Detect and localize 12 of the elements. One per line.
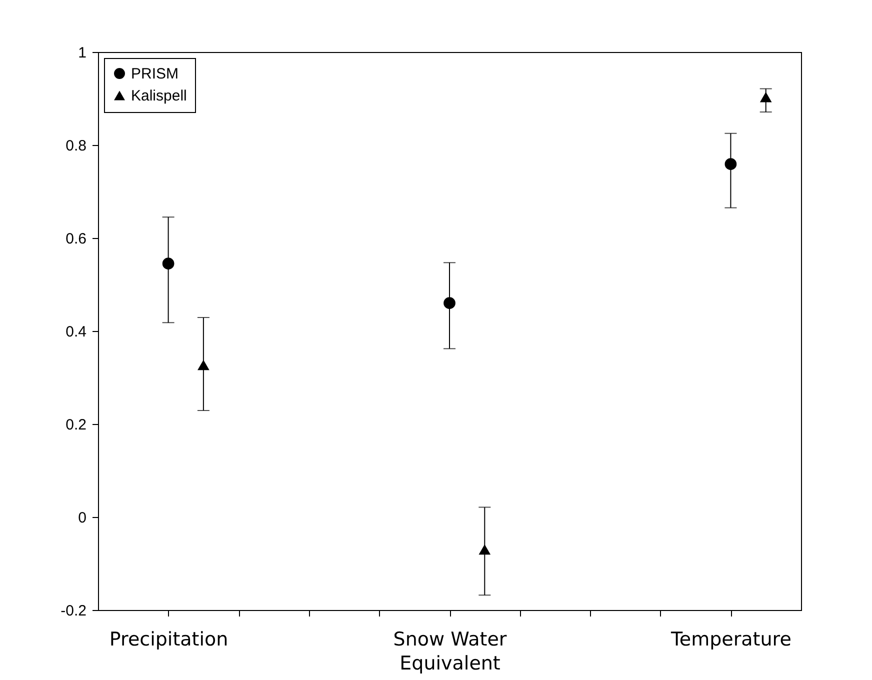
y-tick-label: 0.2 [66, 416, 86, 434]
legend-label: Kalispell [131, 88, 187, 104]
y-tick-label: -0.2 [60, 602, 86, 620]
y-tick-label: 0 [78, 510, 86, 526]
y-tick-label: 0.8 [66, 138, 86, 154]
x-tick-label: Precipitation [109, 628, 228, 650]
y-tick-label: 0.4 [66, 324, 86, 340]
y-tick-label: 0.6 [66, 230, 86, 248]
y-tick-label: 1 [78, 44, 86, 62]
legend-label: PRISM [131, 66, 179, 82]
x-tick-label: Temperature [670, 628, 792, 650]
x-tick-label: Snow Water Equivalent [393, 628, 507, 674]
